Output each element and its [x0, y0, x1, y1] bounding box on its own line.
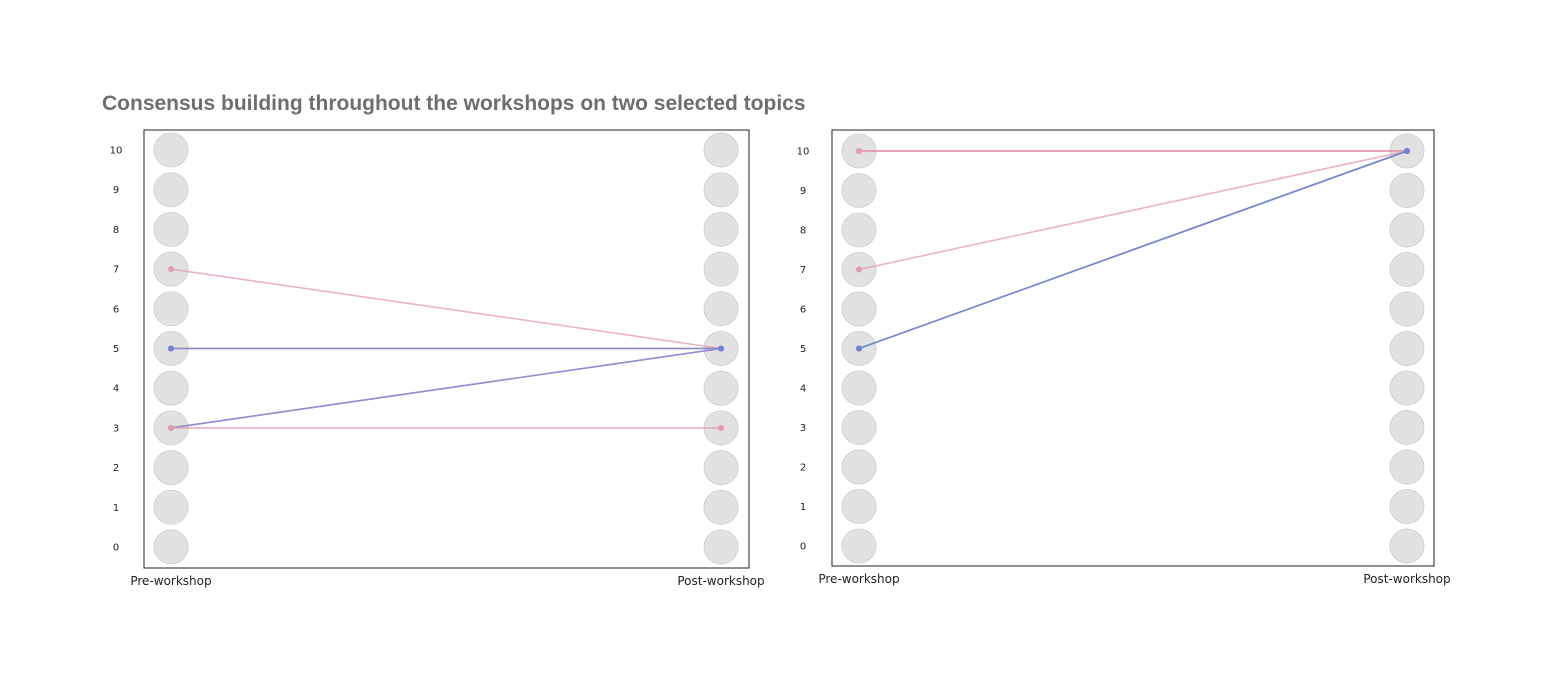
level-circle-post-10 [703, 132, 739, 168]
data-point-post [718, 424, 724, 431]
level-circle-pre-2 [841, 449, 877, 485]
y-tick-label: 9 [113, 185, 119, 196]
data-point-pre [168, 266, 174, 273]
page-title: Consensus building throughout the worksh… [102, 92, 806, 115]
level-circle-post-2 [703, 450, 739, 486]
background-circles [153, 132, 739, 565]
y-tick-label: 8 [800, 226, 806, 237]
level-circle-pre-9 [841, 173, 877, 208]
level-circle-post-0 [1389, 528, 1425, 564]
data-point-pre [856, 266, 862, 273]
data-point-pre [856, 345, 862, 352]
level-circle-pre-10 [153, 132, 189, 168]
series-1 [168, 266, 724, 352]
series-7 [168, 424, 724, 431]
level-circle-post-6 [1389, 291, 1425, 327]
x-label-pre: Pre-workshop [130, 574, 211, 588]
x-label-post: Post-workshop [677, 574, 764, 588]
y-tick-label: 5 [800, 344, 806, 355]
level-circle-pre-4 [153, 370, 189, 406]
series-line [170, 347, 722, 429]
y-tick-label: 0 [800, 542, 806, 553]
series-line [170, 268, 722, 350]
series-4 [856, 148, 1410, 273]
level-circle-pre-1 [153, 489, 189, 525]
level-circle-post-5 [1389, 331, 1425, 366]
series-4 [168, 345, 724, 352]
level-circle-pre-8 [841, 212, 877, 248]
y-tick-label: 7 [113, 265, 119, 276]
level-circle-post-8 [703, 211, 739, 247]
y-tick-label: 3 [800, 423, 806, 434]
data-point-post [1404, 148, 1410, 154]
y-tick-label: 4 [113, 384, 119, 395]
y-tick-label: 7 [800, 265, 806, 276]
series-6 [168, 345, 724, 431]
y-tick-label: 1 [800, 502, 806, 513]
level-circle-post-2 [1389, 449, 1425, 485]
level-circle-pre-0 [841, 528, 877, 564]
y-tick-label: 0 [113, 543, 119, 554]
y-tick-label: 3 [113, 423, 119, 434]
level-circle-pre-9 [153, 172, 189, 208]
level-circle-pre-8 [153, 211, 189, 247]
y-tick-label: 9 [800, 186, 806, 197]
chart-panel-1: 0 1 2 3 4 5 6 7 8 9 10 Pre-workshop Post-workshop [110, 129, 765, 588]
y-tick-label: 2 [800, 463, 806, 474]
level-circle-post-4 [1389, 370, 1425, 406]
level-circle-post-0 [703, 529, 739, 565]
chart-panel-2: 0 1 2 3 4 5 6 7 8 9 10 Pre-workshop Post-workshop [797, 129, 1451, 586]
level-circle-pre-2 [153, 450, 189, 486]
series-line [858, 150, 1408, 350]
level-circle-pre-4 [841, 370, 877, 406]
y-tick-label: 6 [800, 305, 806, 316]
level-circle-post-9 [703, 172, 739, 208]
level-circle-post-4 [703, 370, 739, 406]
level-circle-post-9 [1389, 173, 1425, 208]
y-tick-label: 4 [800, 384, 806, 395]
level-circle-pre-6 [153, 291, 189, 327]
data-point-post [718, 345, 724, 352]
x-label-pre: Pre-workshop [818, 572, 899, 586]
level-circle-post-8 [1389, 212, 1425, 248]
data-point-pre [856, 148, 862, 154]
y-tick-label: 1 [113, 503, 119, 514]
level-circle-pre-3 [841, 410, 877, 445]
data-point-pre [168, 424, 174, 431]
level-circle-post-3 [1389, 410, 1425, 445]
plot-frame [831, 129, 1435, 567]
level-circle-pre-6 [841, 291, 877, 327]
plot-frame [143, 129, 750, 569]
level-circle-post-7 [1389, 252, 1425, 287]
series-line [858, 150, 1408, 271]
series-3 [856, 148, 1410, 154]
level-circle-pre-0 [153, 529, 189, 565]
level-circle-post-1 [703, 489, 739, 525]
level-circle-post-1 [1389, 489, 1425, 524]
level-circle-pre-1 [841, 489, 877, 524]
y-tick-label: 10 [797, 147, 810, 158]
series-7 [856, 148, 1410, 352]
y-tick-label: 5 [113, 344, 119, 355]
level-circle-post-6 [703, 291, 739, 327]
y-tick-label: 10 [110, 146, 123, 157]
y-tick-label: 2 [113, 463, 119, 474]
y-tick-label: 8 [113, 225, 119, 236]
y-tick-label: 6 [113, 304, 119, 315]
background-circles [841, 133, 1425, 564]
level-circle-post-7 [703, 251, 739, 287]
x-label-post: Post-workshop [1363, 572, 1450, 586]
data-point-pre [168, 345, 174, 352]
